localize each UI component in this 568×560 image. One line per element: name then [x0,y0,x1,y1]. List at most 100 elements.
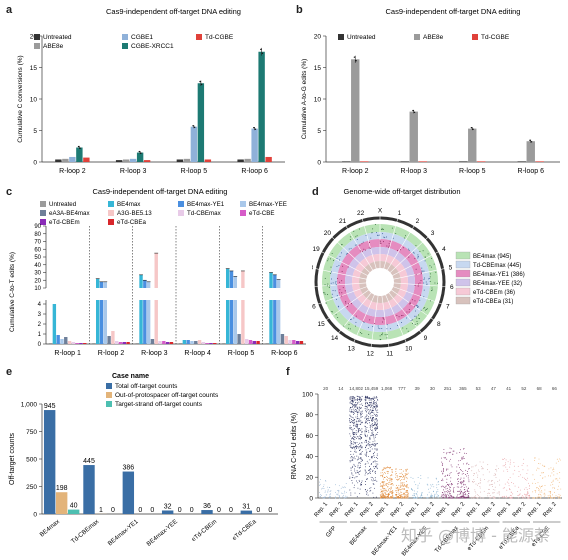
edit-site-dot [367,443,369,445]
edit-site-dot [359,396,361,398]
edit-site-dot [395,477,397,479]
bar [129,158,137,162]
off-target-site-dot [379,328,381,330]
off-target-site-dot [423,289,425,291]
edit-site-dot [323,484,325,486]
edit-site-dot [490,484,492,486]
edit-site-dot [344,490,346,492]
bar [477,161,486,162]
edit-site-dot [375,415,377,417]
edit-site-dot [527,495,529,497]
edit-site-dot [456,483,458,485]
edit-site-dot [552,467,554,469]
edit-site-dot [357,446,358,448]
off-target-site-dot [377,327,379,329]
edit-site-dot [509,494,511,496]
edit-site-dot [377,457,378,459]
edit-site-dot [351,458,353,460]
edit-site-dot [387,486,389,488]
legend-label: A3G-BE5.13 [117,210,152,217]
legend-swatch [122,43,128,49]
edit-site-dot [361,428,363,430]
edit-site-dot [360,447,362,449]
off-target-site-dot [420,273,422,275]
edit-site-dot [319,481,321,483]
edit-site-dot [370,399,372,401]
bar-value-label: 0 [256,507,260,514]
edit-site-dot [532,491,534,493]
edit-site-dot [403,485,405,487]
edit-site-dot [382,492,384,494]
count-label: 365 [459,386,467,391]
edit-site-dot [559,472,561,474]
bar [64,337,68,344]
edit-site-dot [487,495,489,497]
watermark-text: 知乎 @博博 - 能源萘 [400,526,550,545]
edit-site-dot [479,497,481,499]
edit-site-dot [443,451,445,453]
edit-site-dot [449,488,451,490]
rep-label: Rep. 1 [497,501,513,518]
edit-site-dot [365,466,366,468]
edit-site-dot [396,495,398,497]
edit-site-dot [480,491,482,493]
edit-site-dot [358,472,360,474]
edit-site-dot [446,468,448,470]
edit-site-dot [329,491,331,492]
edit-site-dot [397,479,399,480]
edit-site-dot [374,444,376,446]
edit-site-dot [445,495,447,497]
replicate-dot [470,126,473,129]
edit-site-dot [476,472,478,474]
chromosome-label: 14 [331,335,339,342]
bar [251,128,258,162]
edit-site-dot [452,497,454,499]
edit-site-dot [360,452,362,454]
edit-site-dot [558,497,560,499]
edit-site-dot [364,425,366,427]
edit-site-dot [512,473,514,475]
x-tick-label: Td-CBEmax [70,518,101,546]
edit-site-dot [462,458,464,460]
edit-site-dot [359,467,361,469]
off-target-site-dot [324,293,326,295]
edit-site-dot [353,432,355,434]
edit-site-dot [522,496,524,498]
edit-site-dot [386,470,388,472]
edit-site-dot [375,423,377,425]
bar [183,158,191,162]
edit-site-dot [506,497,508,499]
legend-label: Untreated [347,34,376,41]
edit-site-dot [370,476,372,478]
edit-site-dot [357,414,359,416]
edit-site-dot [374,428,375,430]
off-target-site-dot [369,319,371,321]
off-target-site-dot [336,298,338,300]
edit-site-dot [352,459,353,461]
edit-site-dot [415,497,417,499]
edit-site-dot [402,483,404,485]
bar [186,340,190,344]
off-target-site-dot [428,278,430,280]
edit-site-dot [359,453,361,455]
off-target-site-dot [418,283,420,285]
edit-site-dot [390,488,392,490]
edit-site-dot [551,472,553,474]
edit-site-dot [352,438,354,439]
edit-site-dot [456,486,458,488]
edit-site-dot [502,487,504,489]
edit-site-dot [505,459,507,461]
edit-site-dot [475,496,477,498]
edit-site-dot [538,468,540,470]
bar [52,304,57,344]
chart-title: Cas9-independent off-target DNA editing [93,187,228,196]
edit-site-dot [358,428,360,430]
off-target-site-dot [421,267,423,269]
chromosome-divider [389,288,435,321]
edit-site-dot [397,479,399,481]
edit-site-dot [373,434,375,436]
edit-site-dot [359,470,361,472]
edit-site-dot [359,462,361,463]
edit-site-dot [360,421,362,423]
edit-site-dot [359,465,361,467]
